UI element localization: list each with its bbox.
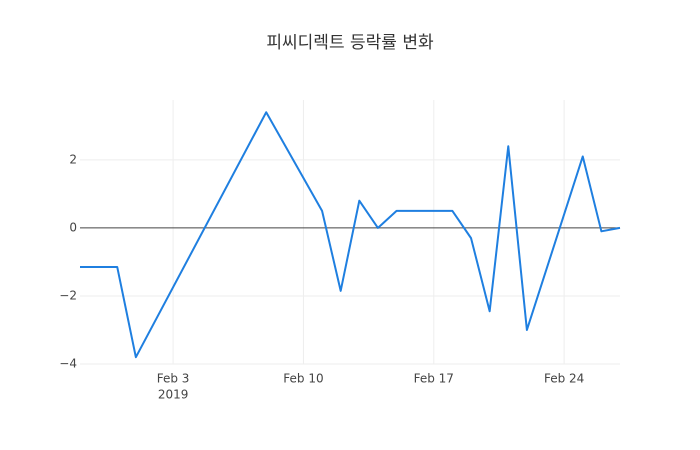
y-tick-label: −2 (59, 288, 77, 302)
x-year-label: 2019 (158, 388, 189, 402)
y-tick-label: 0 (69, 220, 77, 234)
x-tick-label: Feb 17 (414, 372, 454, 386)
x-tick-label: Feb 10 (283, 372, 323, 386)
y-tick-label: 2 (69, 152, 77, 166)
y-tick-label: −4 (59, 357, 77, 371)
x-tick-label: Feb 3 (157, 372, 190, 386)
line (80, 111, 621, 359)
chart-title: 피씨디렉트 등락률 변화 (266, 33, 434, 53)
x-tick-label: Feb 24 (544, 372, 584, 386)
